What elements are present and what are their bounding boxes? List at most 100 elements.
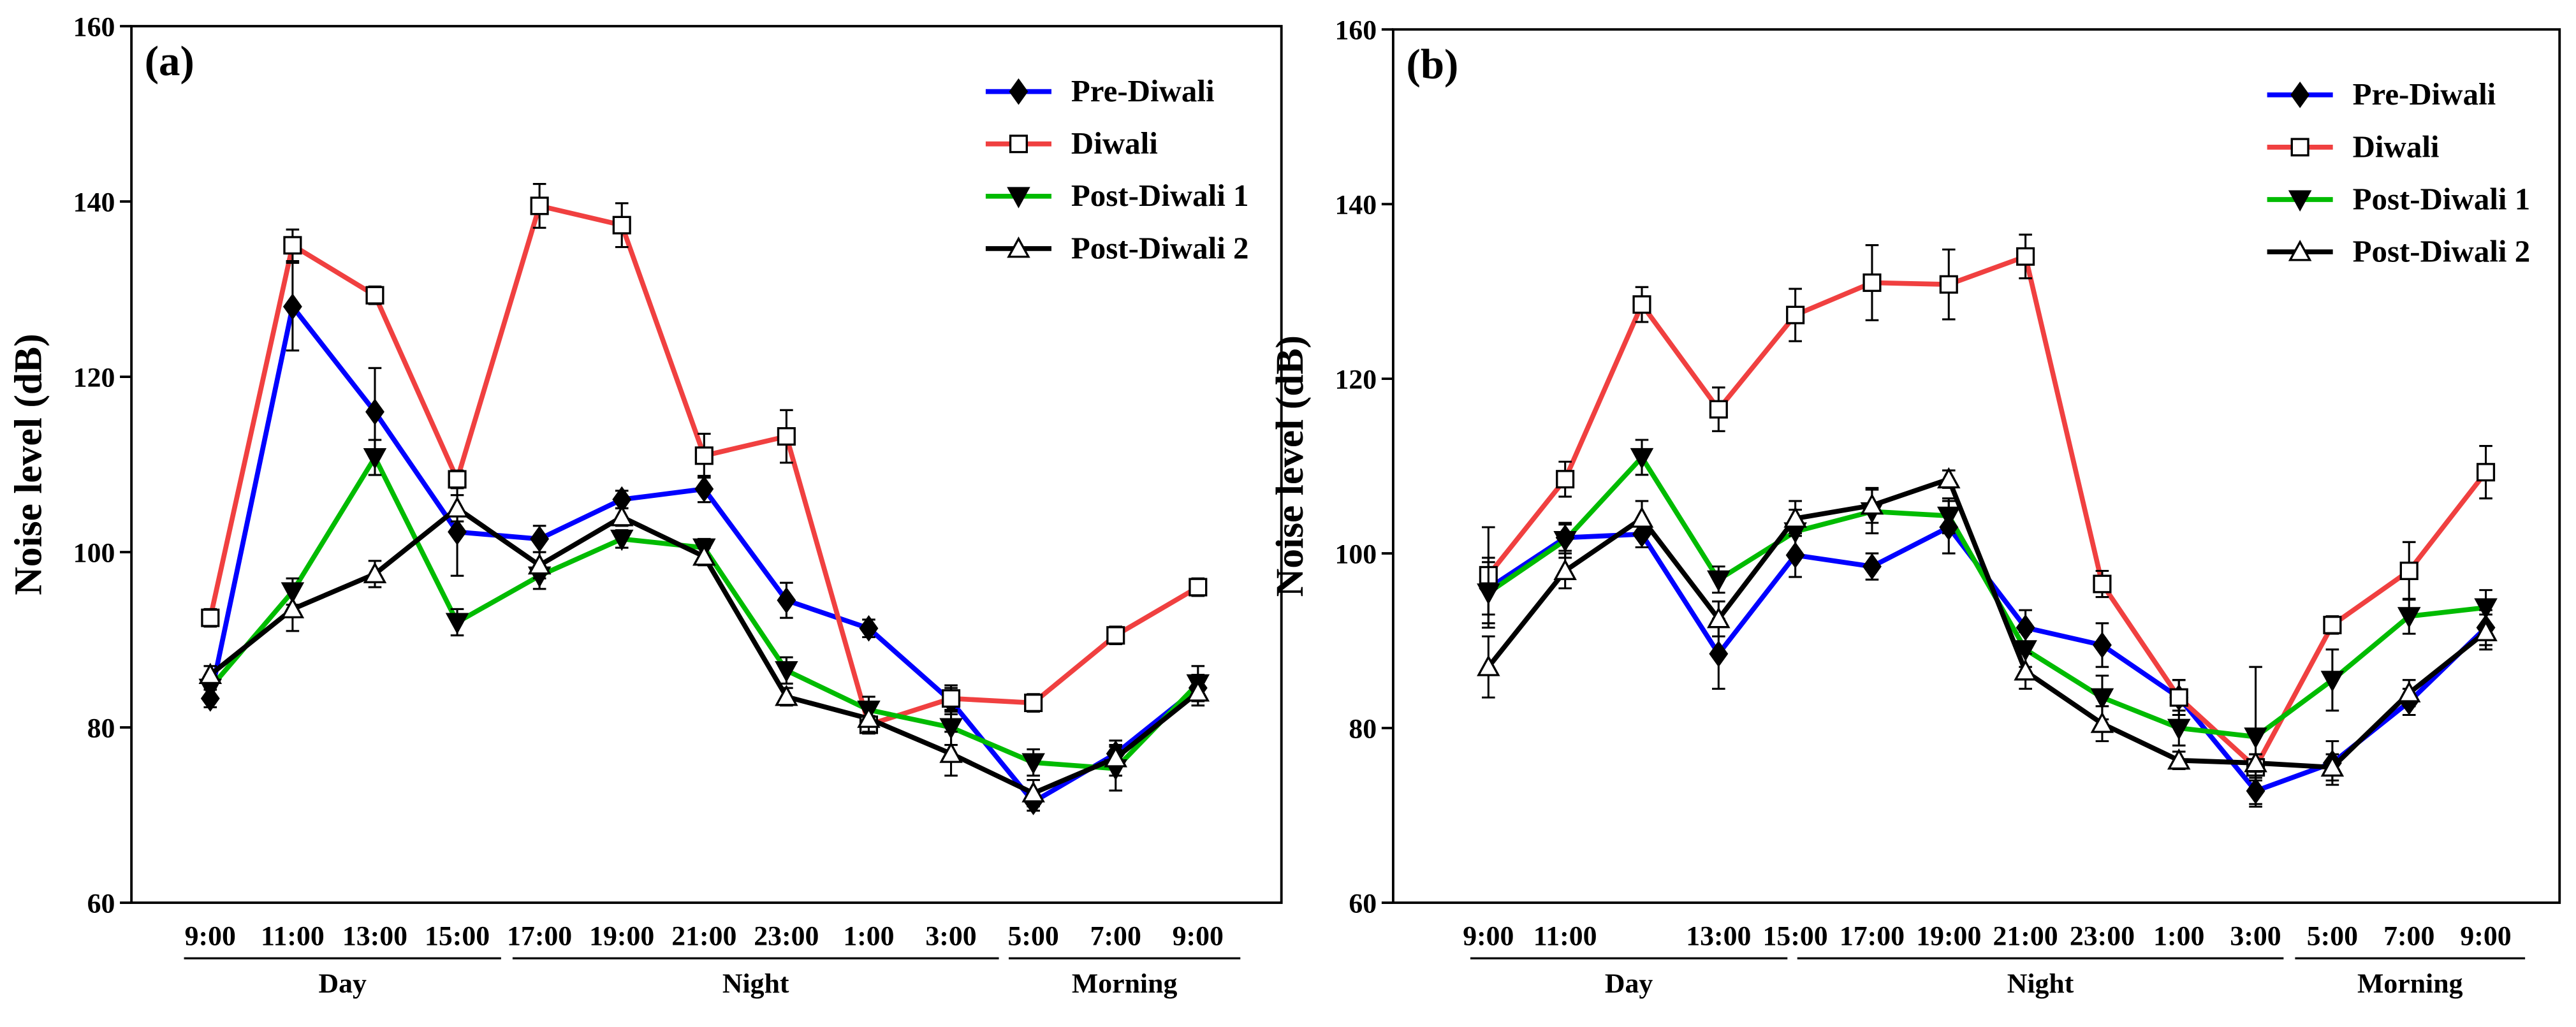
- marker: [1106, 626, 1125, 645]
- marker: [1862, 553, 1882, 580]
- legend-marker: [1007, 187, 1030, 208]
- x-tick-label: 17:00: [1840, 921, 1905, 952]
- marker: [1553, 558, 1577, 580]
- marker: [1632, 295, 1651, 314]
- marker: [775, 685, 798, 706]
- marker: [694, 446, 714, 465]
- marker: [201, 608, 220, 627]
- panel-label: (a): [145, 38, 194, 85]
- marker: [2016, 247, 2035, 266]
- marker: [1785, 542, 1805, 569]
- group-label: Morning: [1072, 968, 1178, 999]
- marker: [2397, 681, 2421, 703]
- group-label: Morning: [2357, 968, 2463, 999]
- x-tick-label: 15:00: [425, 921, 490, 952]
- marker: [859, 615, 879, 642]
- marker: [1556, 470, 1575, 489]
- marker: [2399, 561, 2419, 580]
- marker: [610, 529, 634, 551]
- legend-marker: [1009, 135, 1028, 154]
- marker: [2090, 688, 2114, 710]
- x-tick-label: 3:00: [2230, 921, 2281, 952]
- x-tick-label: 23:00: [754, 921, 819, 952]
- x-tick-label: 21:00: [1993, 921, 2058, 952]
- marker: [939, 741, 963, 763]
- x-tick-label: 19:00: [1916, 921, 1981, 952]
- marker: [448, 470, 467, 489]
- marker: [2320, 671, 2345, 692]
- group-label: Night: [2007, 968, 2074, 999]
- series-line: [1487, 453, 2486, 739]
- legend-marker: [2288, 240, 2312, 261]
- marker: [1477, 655, 1500, 676]
- marker: [2474, 620, 2498, 641]
- x-tick-label: 7:00: [1090, 921, 1141, 952]
- marker: [530, 525, 550, 553]
- y-tick-label: 160: [73, 12, 115, 43]
- y-tick-label: 80: [87, 713, 115, 744]
- marker: [530, 196, 549, 215]
- marker: [448, 518, 467, 546]
- legend-label: Diwali: [2353, 129, 2440, 164]
- x-tick-label: 15:00: [1763, 921, 1828, 952]
- legend-label: Post-Diwali 2: [1071, 230, 1249, 265]
- marker: [1862, 273, 1882, 292]
- marker: [692, 544, 716, 566]
- x-tick-label: 1:00: [843, 921, 894, 952]
- marker: [527, 553, 552, 575]
- marker: [857, 706, 881, 728]
- marker: [2244, 727, 2267, 749]
- marker: [2320, 755, 2345, 777]
- x-tick-label: 9:00: [1463, 921, 1514, 952]
- legend-marker: [1007, 237, 1030, 258]
- marker: [694, 476, 714, 502]
- group-label: Day: [318, 968, 367, 999]
- legend-label: Post-Diwali 1: [2353, 181, 2531, 216]
- series-line: [1486, 253, 2488, 771]
- y-axis-label: Noise level (dB): [6, 333, 50, 595]
- marker: [1630, 506, 1654, 528]
- marker: [1709, 400, 1728, 419]
- marker: [777, 427, 796, 446]
- marker: [2167, 748, 2191, 770]
- x-tick-label: 5:00: [1008, 921, 1059, 952]
- marker: [2167, 718, 2191, 740]
- x-tick-label: 13:00: [1686, 921, 1751, 952]
- legend-label: Post-Diwali 1: [1071, 178, 1249, 213]
- marker: [1860, 493, 1884, 515]
- marker: [1021, 753, 1045, 775]
- marker: [1477, 583, 1500, 605]
- marker: [2474, 598, 2498, 620]
- x-tick-label: 21:00: [671, 921, 736, 952]
- x-tick-label: 3:00: [925, 921, 976, 952]
- marker: [1939, 275, 1958, 294]
- group-label: Night: [722, 968, 789, 999]
- legend-marker: [2290, 81, 2310, 108]
- marker: [2090, 711, 2114, 733]
- marker: [777, 586, 796, 614]
- marker: [2014, 640, 2037, 662]
- x-tick-label: 11:00: [261, 921, 325, 952]
- marker: [365, 398, 384, 425]
- legend-label: Pre-Diwali: [1071, 73, 1215, 108]
- y-tick-label: 120: [1335, 365, 1377, 395]
- marker: [365, 286, 384, 305]
- marker: [1021, 781, 1045, 803]
- marker: [2092, 632, 2112, 659]
- marker: [1937, 506, 1961, 528]
- marker: [1630, 448, 1654, 470]
- marker: [1186, 680, 1210, 702]
- marker: [198, 662, 223, 685]
- marker: [1707, 606, 1731, 629]
- group-label: Day: [1605, 968, 1653, 999]
- y-tick-label: 100: [73, 538, 115, 569]
- marker: [281, 597, 305, 618]
- marker: [363, 562, 387, 583]
- marker: [2323, 615, 2342, 634]
- legend-marker: [2288, 190, 2312, 212]
- marker: [2014, 659, 2037, 681]
- y-axis-label: Noise level (dB): [1268, 335, 1312, 597]
- marker: [1189, 578, 1208, 597]
- plot-frame: [1391, 28, 2561, 904]
